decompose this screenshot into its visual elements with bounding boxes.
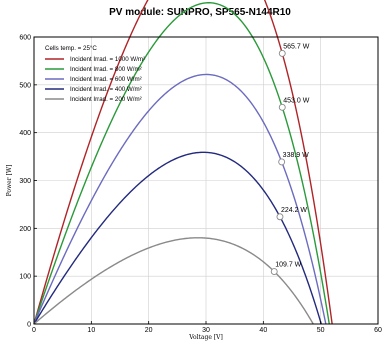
y-tick-label: 500	[19, 82, 31, 89]
x-axis-ticks: 0 10 20 30 40 50 60	[32, 321, 382, 334]
x-tick-label: 60	[374, 327, 382, 334]
y-tick-label: 100	[19, 274, 31, 281]
y-tick-label: 0	[27, 322, 31, 329]
series-line	[33, 151, 322, 325]
series-line	[33, 2, 330, 325]
mpp-markers	[270, 49, 286, 275]
x-tick-label: 10	[87, 327, 95, 334]
legend-header: Cells temp. = 25°C	[45, 45, 97, 52]
y-tick-label: 200	[19, 226, 31, 233]
x-tick-label: 0	[32, 327, 36, 334]
x-tick-label: 40	[259, 327, 267, 334]
chart-title: PV module: SUNPRO, SP565-N144R10	[109, 7, 291, 18]
y-tick-label: 400	[19, 130, 31, 137]
legend: Cells temp. = 25°C Incident Irrad. = 100…	[45, 45, 145, 103]
mpp-value-label: 224.2 W	[281, 207, 307, 214]
x-tick-label: 30	[202, 327, 210, 334]
grid-lines	[34, 37, 378, 324]
mpp-value-label: 338.9 W	[283, 152, 309, 159]
x-axis-label: Voltage [V]	[188, 334, 223, 341]
x-tick-label: 20	[145, 327, 153, 334]
y-tick-label: 600	[19, 35, 31, 42]
y-axis-ticks: 0 100 200 300 400 500 600	[19, 35, 37, 329]
y-axis-label: Power [W]	[6, 165, 13, 197]
series-curves	[33, 0, 333, 325]
legend-entry: Incident Irrad. = 800 W/m²	[70, 66, 142, 73]
mpp-marker	[278, 49, 286, 57]
mpp-marker	[278, 158, 286, 166]
mpp-marker	[270, 268, 278, 275]
x-tick-label: 50	[317, 327, 325, 334]
mpp-value-label: 453.0 W	[283, 97, 309, 104]
legend-entry: Incident Irrad. = 600 W/m²	[70, 76, 142, 83]
legend-entry: Incident Irrad. = 200 W/m²	[70, 96, 142, 103]
mpp-value-label: 565.7 W	[283, 43, 309, 50]
mpp-value-label: 109.7 W	[275, 262, 301, 269]
legend-entry: Incident Irrad. = 400 W/m²	[70, 86, 142, 93]
mpp-marker	[278, 103, 286, 111]
legend-entry: Incident Irrad. = 1000 W/m²	[70, 56, 145, 63]
series-line	[33, 237, 314, 325]
mpp-labels: 565.7 W 453.0 W 338.9 W 224.2 W 109.7 W	[275, 43, 309, 268]
series-line	[33, 73, 327, 325]
y-tick-label: 300	[19, 178, 31, 185]
mpp-marker	[276, 213, 284, 221]
